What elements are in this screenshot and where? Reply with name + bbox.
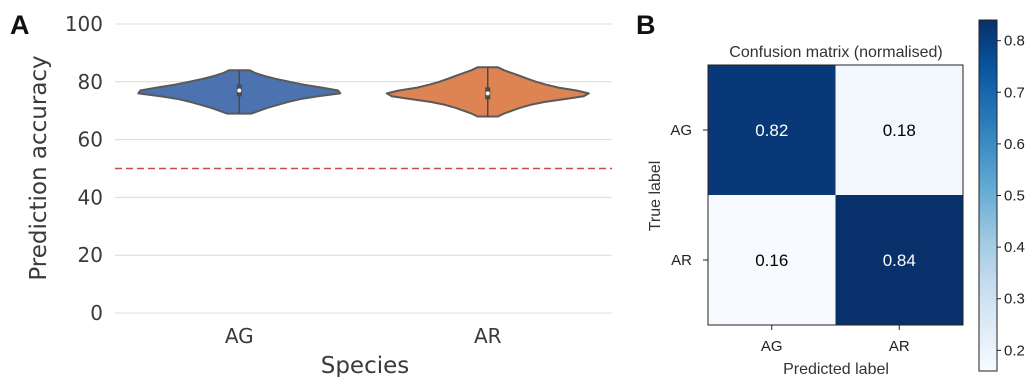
violins: [137, 66, 590, 118]
colorbar-tick-label: 0.4: [1004, 239, 1025, 256]
y-tick-labels: 0 20 40 60 80 100: [65, 12, 103, 325]
x-tick-label: AG: [225, 324, 254, 348]
x-tick-label: AR: [889, 338, 910, 355]
matrix-cell: [708, 195, 836, 325]
colorbar-tick-label: 0.6: [1004, 136, 1025, 153]
y-tick-labels: AG AR: [670, 122, 708, 269]
x-tick-label: AG: [761, 338, 783, 355]
colorbar-tick-label: 0.3: [1004, 291, 1025, 308]
x-tick-labels: AG AR: [225, 324, 502, 348]
matrix-cell: [835, 195, 963, 325]
y-tick-label: 0: [90, 301, 103, 325]
matrix-cell: [835, 65, 963, 195]
colorbar-tick-label: 0.5: [1004, 188, 1025, 205]
confusion-matrix: Confusion matrix (normalised) 0.82 0.180.…: [647, 19, 1025, 377]
y-axis-label: True label: [647, 161, 664, 232]
cell-value: 0.16: [755, 251, 788, 270]
colorbar-tick-label: 0.8: [1004, 33, 1025, 50]
matrix-title: Confusion matrix (normalised): [729, 44, 942, 61]
y-tick-label: 60: [78, 128, 103, 152]
matrix-cell: [708, 65, 836, 195]
cell-value: 0.84: [883, 251, 916, 270]
y-tick-label: 80: [78, 70, 103, 94]
y-tick-label: 20: [78, 243, 103, 267]
x-axis-label: Predicted label: [783, 361, 889, 377]
cell-value: 0.18: [883, 121, 916, 140]
violin-chart: 0 20 40 60 80 100 AG AR Species Prediction acc…: [26, 12, 612, 377]
y-tick-label: 40: [78, 185, 103, 209]
y-tick-label: AG: [670, 122, 692, 139]
colorbar-tick-label: 0.2: [1004, 342, 1025, 359]
y-axis-label: Prediction accuracy: [26, 55, 52, 280]
violin-median-dot: [237, 88, 242, 93]
x-tick-label: AR: [474, 324, 502, 348]
matrix-cells: 0.82 0.18 0.16 0.84: [708, 65, 963, 325]
y-tick-label: 100: [65, 12, 103, 36]
x-axis-label: Species: [321, 353, 410, 377]
colorbar-gradient: [978, 19, 998, 372]
colorbar-ticks: 0.2 0.3 0.4 0.5 0.6 0.7 0.8: [997, 33, 1025, 359]
y-tick-label: AR: [671, 252, 692, 269]
colorbar: 0.2 0.3 0.4 0.5 0.6 0.7 0.8: [978, 19, 1025, 372]
cell-value: 0.82: [755, 121, 788, 140]
panel-a-letter: A: [10, 10, 30, 40]
panel-b-letter: B: [636, 10, 656, 40]
violin-median-dot: [485, 91, 490, 96]
colorbar-tick-label: 0.7: [1004, 84, 1025, 101]
matrix-frame: [707, 64, 964, 326]
x-tick-labels: AG AR: [761, 325, 910, 355]
